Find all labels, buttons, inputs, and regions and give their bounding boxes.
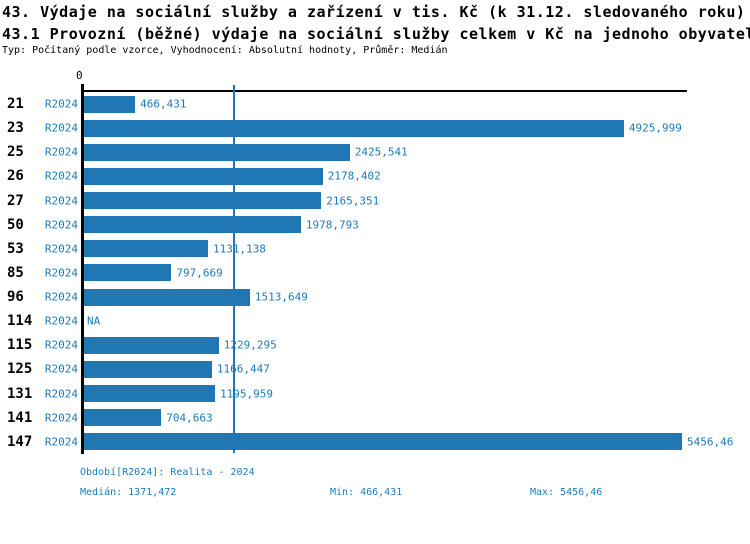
bar-value-label: 1978,793 (305, 218, 359, 232)
chart-row: 50 R2024 1978,793 (0, 213, 750, 237)
row-id-label: 27 (7, 192, 24, 209)
x-axis-line (83, 90, 687, 92)
bar (84, 240, 208, 258)
row-period-label: R2024 (44, 266, 78, 280)
row-id-label: 85 (7, 264, 24, 281)
bar (84, 360, 212, 378)
bar-value-label: 797,669 (176, 266, 223, 280)
bar (84, 264, 172, 282)
row-id-label: 23 (7, 120, 24, 137)
row-period-label: R2024 (44, 145, 78, 159)
row-id-label: 131 (7, 385, 33, 402)
row-period-label: R2024 (44, 411, 78, 425)
chart-row: 26 R2024 2178,402 (0, 164, 750, 188)
report-page: { "header": { "title_line1": "43. Výdaje… (0, 3, 750, 498)
chart-row: 85 R2024 797,669 (0, 261, 750, 285)
row-period-label: R2024 (44, 314, 78, 328)
bar-value-label: 466,431 (140, 97, 187, 111)
row-id-label: 25 (7, 144, 24, 161)
chart-title-line1: 43. Výdaje na sociální služby a zařízení… (2, 3, 746, 21)
row-period-label: R2024 (44, 387, 78, 401)
bar-value-label: 4925,999 (628, 121, 682, 135)
chart-row: 131 R2024 1195,959 (0, 382, 750, 406)
bar (84, 336, 219, 354)
chart-row: 115 R2024 1229,295 (0, 333, 750, 357)
bar-rows: 21 R2024 466,431 23 R2024 4925,999 25 R2… (0, 92, 750, 454)
row-period-label: R2024 (44, 169, 78, 183)
row-period-label: R2024 (44, 194, 78, 208)
bar (84, 288, 250, 306)
row-period-label: R2024 (44, 290, 78, 304)
chart-row: 53 R2024 1131,138 (0, 237, 750, 261)
x-axis-zero-label: 0 (76, 69, 83, 82)
chart-row: 141 R2024 704,663 (0, 406, 750, 430)
bar-value-label: 2165,351 (326, 194, 380, 208)
bar-value-label: 1195,959 (220, 387, 274, 401)
row-id-label: 53 (7, 240, 24, 257)
bar-value-label: 1166,447 (216, 362, 270, 376)
chart-row: 125 R2024 1166,447 (0, 357, 750, 381)
row-id-label: 125 (7, 361, 33, 378)
row-id-label: 50 (7, 216, 24, 233)
min-summary: Min: 466,431 (330, 487, 403, 498)
row-period-label: R2024 (44, 121, 78, 135)
bar-value-label: 1229,295 (223, 338, 277, 352)
chart-row: 21 R2024 466,431 (0, 92, 750, 116)
row-period-label: R2024 (44, 242, 78, 256)
row-period-label: R2024 (44, 338, 78, 352)
bar (84, 433, 682, 451)
row-period-label: R2024 (44, 218, 78, 232)
chart-subtitle: Typ: Počítaný podle vzorce, Vyhodnocení:… (2, 45, 448, 56)
bar-value-label: 2425,541 (354, 145, 408, 159)
chart-row: 147 R2024 5456,46 (0, 430, 750, 454)
row-id-label: 21 (7, 96, 24, 113)
bar-value-label: 1131,138 (212, 242, 266, 256)
max-summary: Max: 5456,46 (530, 487, 603, 498)
row-id-label: 147 (7, 433, 33, 450)
bar (84, 192, 322, 209)
chart-row: 27 R2024 2165,351 (0, 189, 750, 213)
chart-row: 96 R2024 1513,649 (0, 285, 750, 309)
row-period-label: R2024 (44, 97, 78, 111)
chart-title-line2: 43.1 Provozní (běžné) výdaje na sociální… (2, 25, 750, 43)
bar (84, 216, 301, 234)
median-gridline (233, 85, 236, 453)
period-legend: Období[R2024]: Realita - 2024 (80, 467, 255, 478)
bar-value-label: 1513,649 (254, 290, 308, 304)
bar-value-label: 2178,402 (327, 169, 381, 183)
median-summary: Medián: 1371,472 (80, 487, 177, 498)
row-id-label: 141 (7, 409, 33, 426)
bar (84, 143, 350, 161)
row-period-label: R2024 (44, 362, 78, 376)
y-axis-line (81, 84, 84, 454)
chart-row: 23 R2024 4925,999 (0, 116, 750, 140)
chart-row: 25 R2024 2425,541 (0, 140, 750, 164)
bar-value-label: 5456,46 (687, 435, 734, 449)
chart-row: 114 R2024 NA (0, 309, 750, 333)
row-period-label: R2024 (44, 435, 78, 449)
row-id-label: 26 (7, 168, 24, 185)
row-id-label: 115 (7, 337, 33, 354)
bar (84, 385, 216, 402)
bar (84, 167, 323, 185)
bar-value-label: NA (87, 314, 101, 328)
bar (84, 119, 624, 137)
row-id-label: 114 (7, 313, 33, 330)
row-id-label: 96 (7, 289, 24, 306)
bar-value-label: 704,663 (166, 411, 213, 425)
bar (84, 409, 162, 427)
bar (84, 95, 136, 113)
